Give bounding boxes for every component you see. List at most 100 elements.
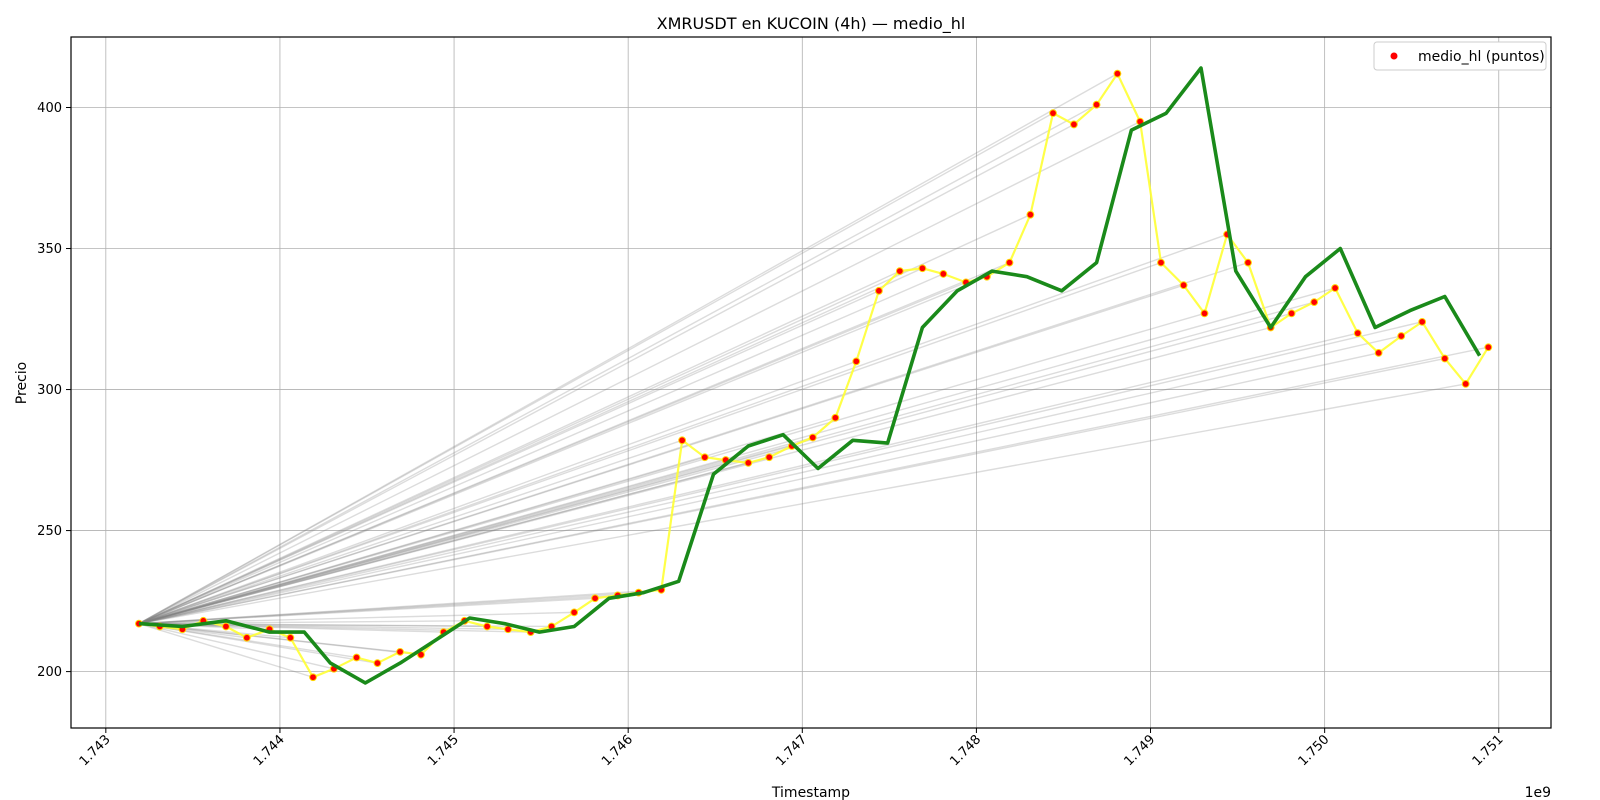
- data-point: [1092, 100, 1101, 109]
- x-offset-label: 1e9: [1525, 785, 1551, 800]
- fan-line: [138, 123, 1075, 625]
- data-point: [939, 270, 948, 278]
- fan-line: [138, 290, 880, 625]
- fan-line: [138, 267, 923, 625]
- data-points: [135, 69, 1493, 682]
- data-point: [895, 267, 904, 275]
- fan-line: [138, 445, 793, 625]
- data-point: [570, 608, 579, 617]
- fan-line: [138, 312, 1292, 625]
- data-point: [700, 453, 709, 462]
- data-point: [678, 436, 687, 445]
- fan-line: [138, 622, 314, 678]
- data-point: [1310, 298, 1319, 307]
- data-point: [1113, 69, 1122, 78]
- x-tick-label: 1.744: [251, 732, 288, 769]
- fan-line: [138, 270, 901, 625]
- data-point: [1157, 258, 1165, 267]
- fan-line: [138, 326, 1271, 625]
- fan-lines: [138, 73, 1489, 678]
- fan-line: [138, 233, 1228, 625]
- fan-line: [138, 456, 770, 625]
- data-point: [483, 622, 492, 631]
- data-point: [1200, 309, 1209, 318]
- legend: medio_hl (puntos): [1373, 41, 1547, 71]
- y-tick-label: 400: [37, 101, 62, 116]
- x-tick-label: 1.747: [773, 732, 810, 769]
- data-point: [1331, 284, 1339, 292]
- data-point: [1005, 258, 1014, 267]
- fan-line: [138, 456, 705, 625]
- data-point: [222, 622, 230, 631]
- data-point: [831, 413, 840, 422]
- fan-line: [138, 589, 662, 625]
- fan-line: [138, 436, 813, 625]
- data-point: [1179, 281, 1188, 290]
- data-point: [1244, 258, 1252, 267]
- data-point: [1070, 120, 1078, 129]
- fan-line: [138, 332, 1358, 625]
- fan-line: [138, 383, 1466, 625]
- y-tick-label: 200: [37, 665, 62, 680]
- fan-line: [138, 360, 857, 625]
- fan-line: [138, 439, 683, 625]
- legend-marker-dot: [1390, 52, 1398, 60]
- data-point: [1026, 210, 1035, 219]
- data-point: [1353, 329, 1362, 338]
- x-tick-label: 1.746: [599, 732, 636, 769]
- grid: [71, 37, 1551, 728]
- fan-line: [138, 417, 836, 625]
- fan-line: [138, 276, 988, 625]
- fan-line: [138, 104, 1097, 625]
- data-point: [875, 286, 883, 295]
- data-point: [1418, 317, 1427, 326]
- legend-label: medio_hl (puntos): [1418, 49, 1545, 65]
- data-point: [1484, 343, 1493, 352]
- fan-line: [138, 284, 1184, 625]
- fan-line: [138, 357, 1445, 625]
- data-point: [352, 653, 361, 662]
- data-point: [242, 633, 251, 642]
- data-point: [373, 659, 382, 668]
- x-tick-label: 1.749: [1121, 732, 1158, 769]
- y-axis-label: Precio: [14, 362, 30, 404]
- data-point: [1049, 109, 1057, 118]
- data-point: [591, 594, 599, 603]
- fan-line: [138, 261, 1249, 625]
- fan-line: [138, 352, 1379, 625]
- x-tick-label: 1.751: [1470, 732, 1507, 769]
- data-point: [852, 357, 861, 366]
- fan-line: [138, 321, 1423, 625]
- fan-line: [138, 312, 1205, 625]
- fan-line: [138, 459, 726, 625]
- data-point: [1287, 309, 1296, 318]
- y-tick-label: 300: [37, 383, 62, 398]
- data-point: [1461, 380, 1470, 388]
- data-point: [309, 673, 317, 682]
- fan-line: [138, 214, 1031, 625]
- x-tick-label: 1.745: [425, 732, 462, 769]
- fan-line: [138, 335, 1402, 625]
- y-tick-label: 350: [37, 242, 62, 257]
- data-point: [918, 264, 927, 273]
- fan-line: [138, 591, 639, 625]
- x-tick-label: 1.748: [947, 732, 984, 769]
- legend-box: [1373, 41, 1547, 71]
- data-point: [286, 633, 295, 642]
- fan-line: [138, 620, 465, 625]
- x-tick-label: 1.743: [77, 732, 114, 769]
- data-point: [744, 458, 753, 467]
- data-point: [504, 625, 512, 634]
- data-point: [765, 453, 774, 462]
- data-point: [1397, 332, 1406, 340]
- fan-line: [138, 73, 1118, 625]
- fan-line: [138, 273, 944, 625]
- fan-line: [138, 112, 1054, 625]
- data-point: [1374, 348, 1383, 357]
- trend-line: [138, 66, 1482, 685]
- fan-line: [138, 622, 335, 670]
- chart-title: XMRUSDT en KUCOIN (4h) — medio_hl: [657, 14, 966, 34]
- fan-line: [138, 597, 596, 625]
- fan-line: [138, 594, 618, 625]
